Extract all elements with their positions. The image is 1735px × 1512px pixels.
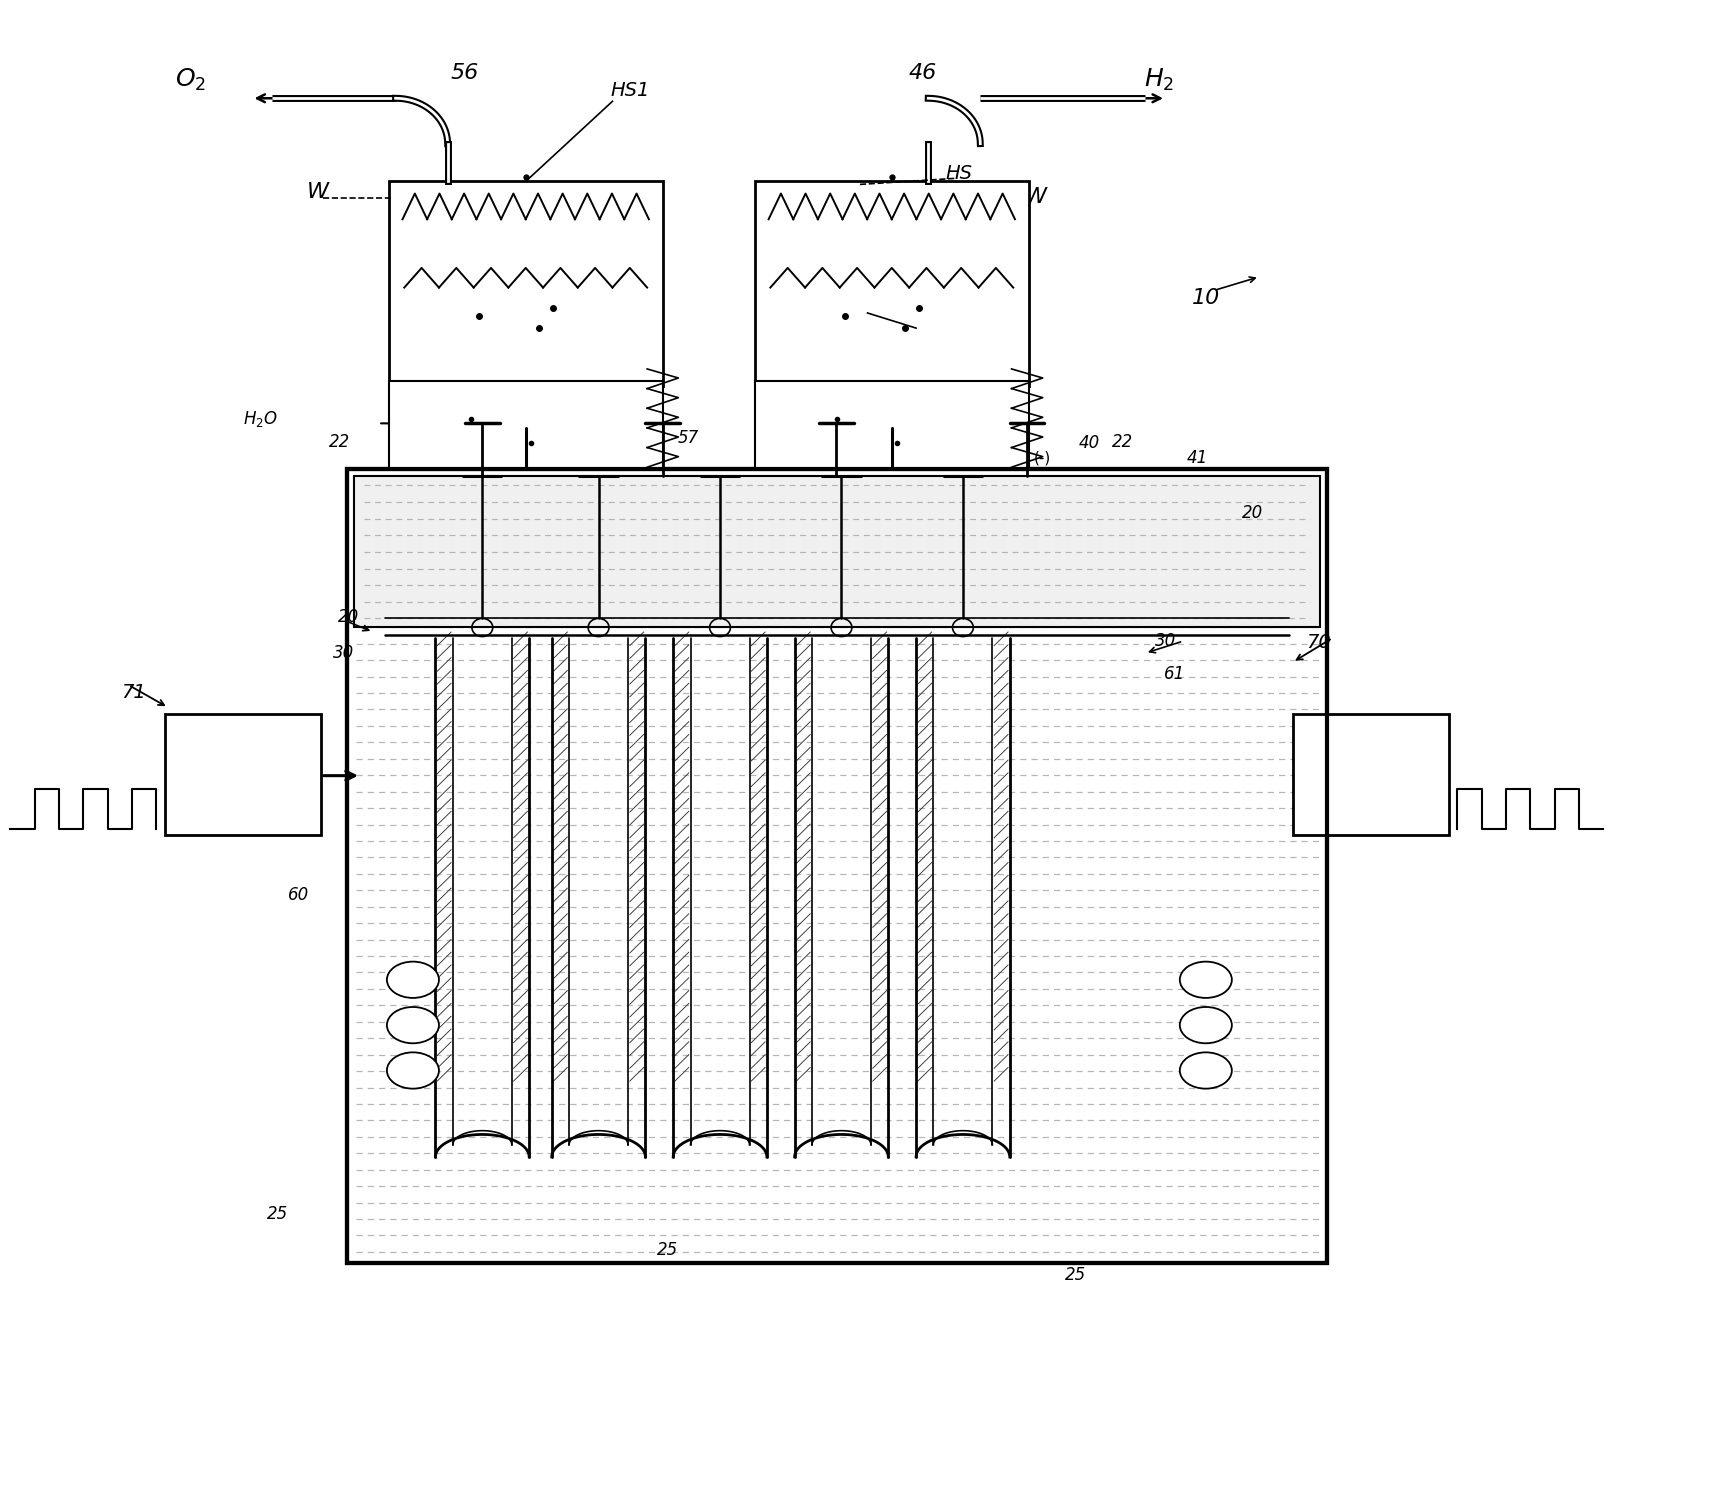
Bar [1293,714,1449,835]
Text: 20: 20 [1242,503,1263,522]
Text: $H_2O$: $H_2O$ [243,408,278,429]
Text: 42: 42 [793,434,814,452]
Text: 10: 10 [1192,287,1220,308]
Text: 22: 22 [992,432,1013,451]
Text: 20: 20 [338,608,359,626]
Text: (-): (-) [645,451,663,466]
Text: 46: 46 [909,62,937,83]
Bar [165,714,321,835]
Bar [347,469,1327,1263]
Ellipse shape [387,962,439,998]
Text: 70: 70 [1306,634,1331,652]
Text: N: N [231,761,255,788]
Text: (-): (-) [871,451,888,466]
Text: 30: 30 [1156,632,1176,650]
Text: 25: 25 [1065,1266,1086,1284]
Text: (-): (-) [1034,451,1051,466]
Text: $O_2$: $O_2$ [175,67,206,94]
Bar [755,181,1029,386]
Text: 56: 56 [451,62,479,83]
Text: HS1: HS1 [611,82,649,100]
Text: $H_2O$: $H_2O$ [885,408,920,429]
Text: 30: 30 [333,644,354,662]
Text: $H_2$: $H_2$ [1143,67,1175,94]
Ellipse shape [1180,1007,1232,1043]
Text: 25: 25 [658,1241,678,1259]
Bar [347,469,1327,1263]
Bar [389,181,663,386]
Text: 60: 60 [288,886,309,904]
Text: HS: HS [946,165,973,183]
Text: 54: 54 [514,274,541,295]
Text: 40: 40 [1079,434,1100,452]
Text: 44: 44 [880,274,907,295]
Text: 41: 41 [1187,449,1208,467]
Bar [755,381,1029,469]
Text: 22: 22 [1112,432,1133,451]
Text: 61: 61 [1164,665,1185,683]
Text: W: W [1025,186,1046,207]
Text: (+): (+) [441,451,465,466]
Text: 48: 48 [465,429,486,448]
Text: 71: 71 [121,683,146,702]
Ellipse shape [1180,962,1232,998]
Ellipse shape [387,1007,439,1043]
Text: W: W [307,181,328,203]
Bar [389,381,663,469]
Text: 57: 57 [678,429,699,448]
Ellipse shape [387,1052,439,1089]
Text: 43: 43 [916,314,940,333]
Ellipse shape [1180,1052,1232,1089]
Text: 22: 22 [330,432,350,451]
Text: S: S [1360,761,1381,788]
Text: 25: 25 [267,1205,288,1223]
Text: $\omega$: $\omega$ [1197,963,1211,981]
Bar [354,476,1320,627]
